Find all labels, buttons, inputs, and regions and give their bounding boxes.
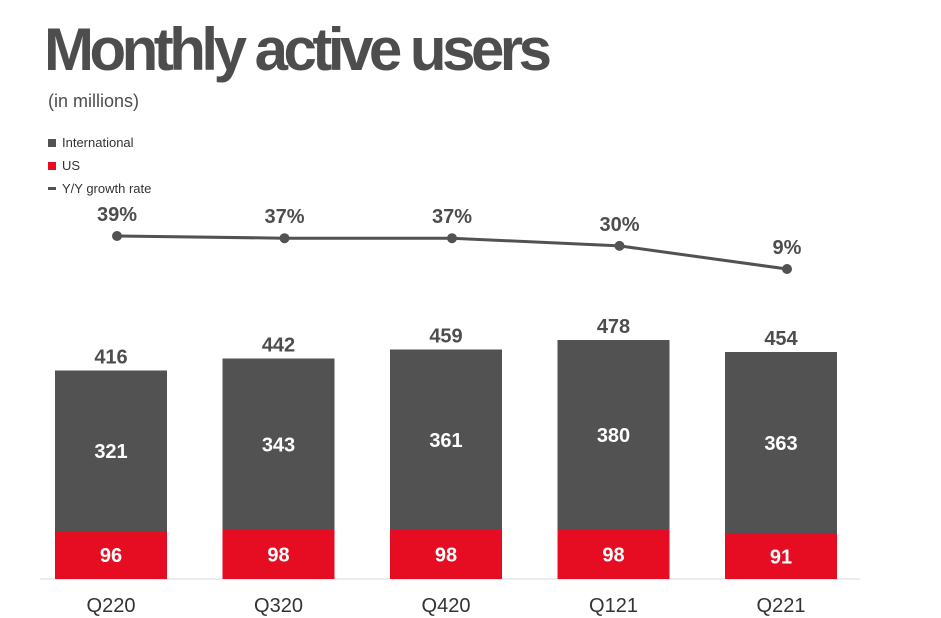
bar-international (55, 370, 167, 531)
growth-label: 39% (97, 204, 137, 226)
x-tick-label: Q420 (422, 595, 471, 617)
bar-us (390, 530, 502, 579)
growth-label: 30% (599, 214, 639, 236)
data-label-international: 361 (429, 430, 462, 452)
data-label-total: 454 (764, 328, 798, 350)
legend-label-international: International (62, 135, 134, 150)
chart-subtitle: (in millions) (48, 91, 140, 111)
growth-label: 37% (264, 206, 304, 228)
growth-label: 37% (432, 206, 472, 228)
bar-international (390, 349, 502, 530)
chart-title: Monthly active users (44, 16, 552, 83)
data-label-international: 363 (764, 433, 797, 455)
data-label-international: 321 (94, 441, 127, 463)
growth-point (614, 240, 625, 251)
bar-us (557, 530, 670, 579)
data-label-total: 416 (94, 347, 127, 369)
legend-item-us: US (48, 154, 151, 177)
data-label-total: 459 (429, 326, 462, 348)
x-tick-label: Q220 (87, 595, 136, 617)
legend-item-growth: Y/Y growth rate (48, 177, 151, 200)
legend-swatch-growth (48, 187, 56, 190)
growth-point (112, 231, 122, 241)
data-label-us: 98 (602, 545, 624, 567)
legend-swatch-us (48, 161, 56, 170)
legend: International US Y/Y growth rate (48, 131, 151, 200)
data-label-total: 442 (262, 335, 295, 357)
x-tick-label: Q221 (757, 595, 806, 617)
bar-us (725, 533, 837, 579)
bar-international (725, 352, 837, 534)
legend-swatch-international (48, 138, 56, 147)
data-label-us: 91 (770, 546, 792, 568)
data-label-us: 96 (100, 545, 122, 567)
legend-label-us: US (62, 158, 81, 173)
legend-label-growth: Y/Y growth rate (62, 181, 152, 196)
data-label-international: 380 (597, 425, 630, 447)
legend-item-international: International (48, 131, 151, 154)
data-label-total: 478 (597, 316, 630, 338)
data-label-us: 98 (267, 545, 289, 567)
bar-us (222, 530, 335, 579)
data-label-us: 98 (435, 545, 457, 567)
growth-label: 9% (773, 237, 802, 259)
x-tick-label: Q121 (589, 595, 638, 617)
bar-international (557, 340, 670, 530)
growth-point (279, 233, 290, 244)
growth-point (782, 264, 792, 274)
bar-international (222, 358, 335, 530)
growth-point (447, 233, 457, 244)
bar-us (55, 531, 167, 579)
data-label-international: 343 (262, 434, 295, 456)
x-tick-label: Q320 (254, 595, 303, 617)
